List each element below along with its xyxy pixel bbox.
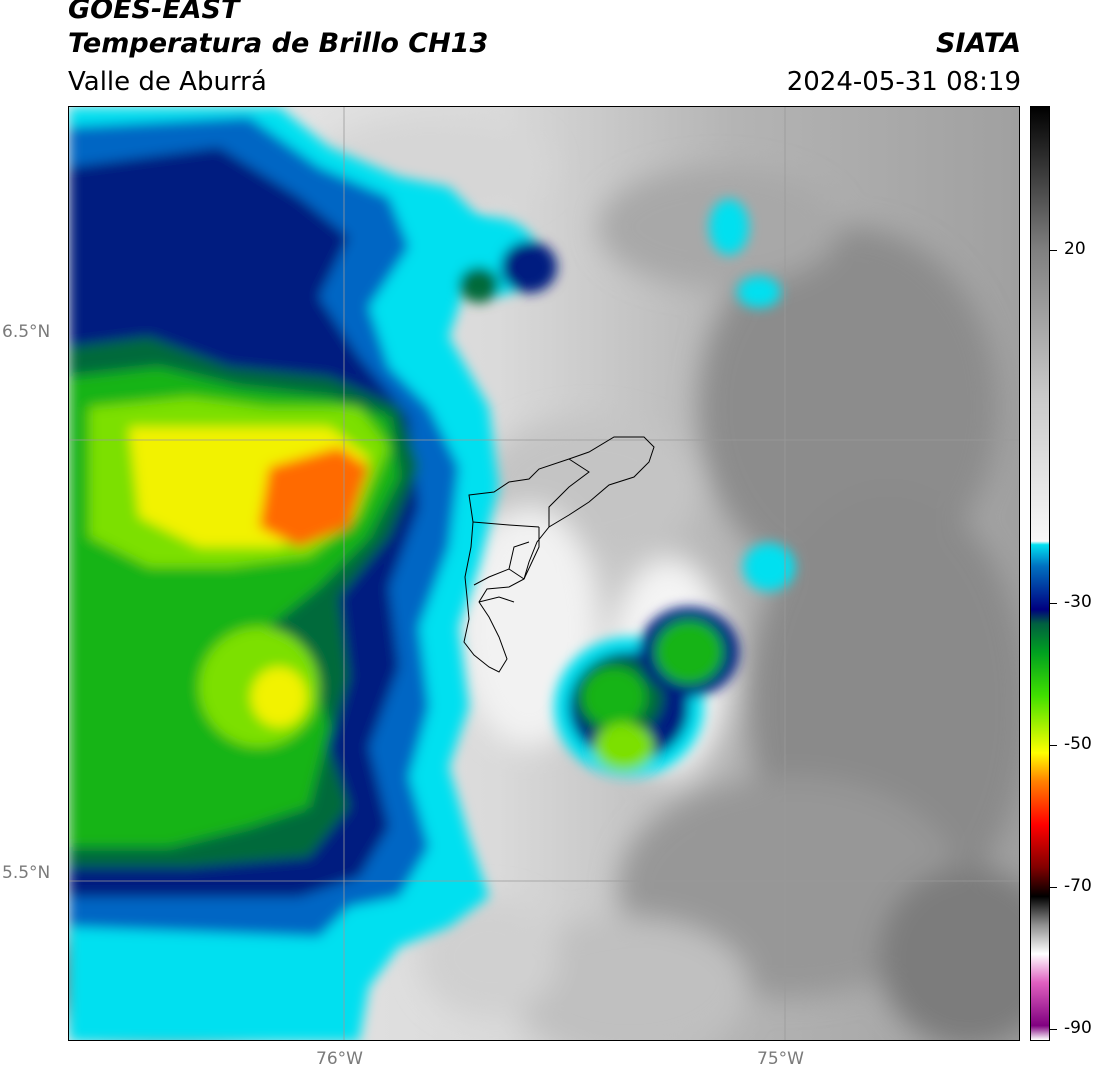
colorbar-tick [1050, 603, 1057, 604]
organization-name: SIATA [935, 28, 1021, 59]
satellite-map [68, 106, 1020, 1041]
satellite-name: GOES-EAST [68, 0, 240, 25]
timestamp: 2024-05-31 08:19 [786, 67, 1021, 97]
map-canvas [69, 107, 1019, 1040]
convective-cloud-east [554, 543, 795, 777]
colorbar-label-minus-50: -50 [1064, 734, 1092, 754]
product-title: Temperatura de Brillo CH13 [68, 28, 489, 59]
colorbar-label-20: 20 [1064, 239, 1086, 259]
lat-label-5.5N: 5.5°N [2, 863, 51, 883]
region-name: Valle de Aburrá [68, 67, 267, 97]
colorbar-tick [1050, 887, 1057, 888]
colorbar-label-minus-70: -70 [1064, 876, 1092, 896]
lon-label-76W: 76°W [316, 1049, 363, 1069]
colorbar-tick [1050, 250, 1057, 251]
aburra-valley-boundaries [463, 436, 655, 673]
colorbar-label-minus-30: -30 [1064, 592, 1092, 612]
colorbar-label-minus-90: -90 [1064, 1018, 1092, 1038]
lat-label-6.5N: 6.5°N [2, 322, 51, 342]
colorbar [1030, 106, 1050, 1041]
convective-cloud-north [439, 199, 781, 308]
convective-cloud-large [69, 107, 499, 1040]
colorbar-tick [1050, 745, 1057, 746]
lon-label-75W: 75°W [757, 1049, 804, 1069]
graticule [69, 107, 1019, 1040]
colorbar-tick [1050, 1029, 1057, 1030]
